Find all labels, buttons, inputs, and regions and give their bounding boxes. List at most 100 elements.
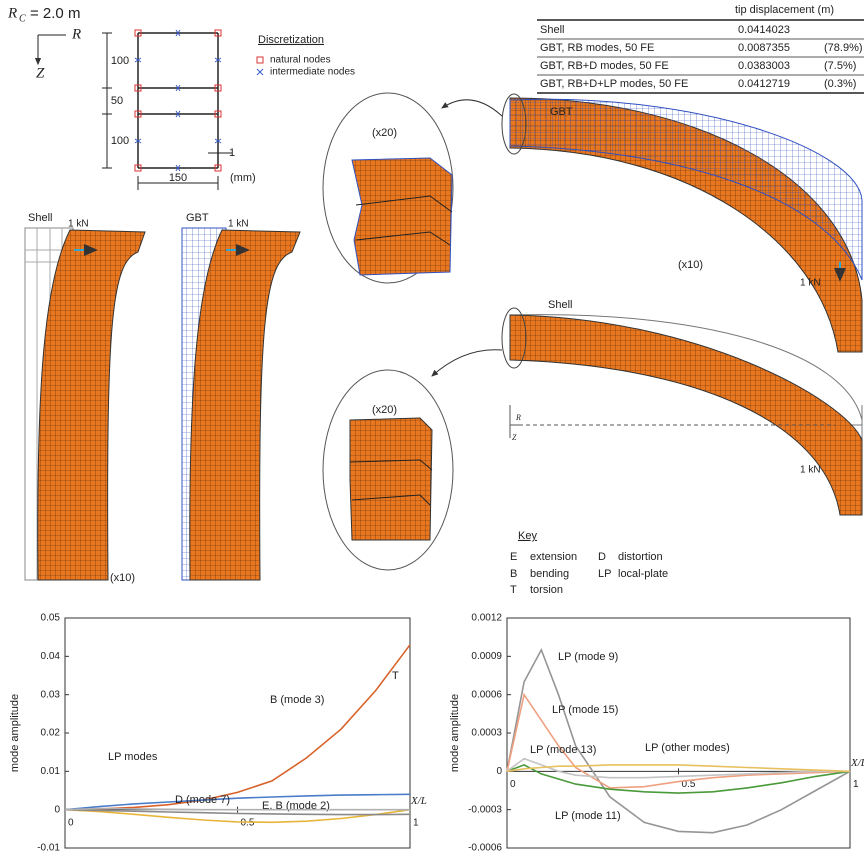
- natural-nodes: [135, 30, 221, 171]
- load-label: 1 kN: [800, 465, 821, 476]
- x-tick-label: 1: [853, 779, 859, 790]
- section-outline: [138, 33, 218, 168]
- line-chart: -0.0100.010.020.030.040.0500.51X/Lmode a…: [9, 613, 427, 854]
- unit: (mm): [230, 172, 256, 184]
- key-title: Key: [518, 530, 537, 542]
- zoom-arrow: [432, 350, 502, 376]
- render-label: Shell: [548, 299, 572, 311]
- key-code: LP: [598, 568, 611, 580]
- key-code: E: [510, 551, 517, 563]
- series-label: LP (other modes): [645, 742, 730, 754]
- legend-item: natural nodes: [270, 55, 331, 66]
- table-cell: 0.0412719: [738, 78, 790, 90]
- dimension: 100: [111, 55, 129, 67]
- x-axis-label: X/L: [410, 795, 427, 807]
- axis-r: R: [71, 26, 81, 42]
- series-label: B (mode 3): [270, 694, 324, 706]
- render-label: GBT: [186, 212, 209, 224]
- series-label: LP (mode 9): [558, 651, 618, 663]
- scale-label: (x10): [110, 572, 135, 584]
- y-tick-label: 0: [54, 804, 60, 815]
- render-label: Shell: [28, 212, 52, 224]
- key-code: D: [598, 551, 606, 563]
- table-cell: GBT, RB modes, 50 FE: [540, 42, 654, 54]
- y-axis-label: mode amplitude: [449, 694, 461, 772]
- dimension: 50: [111, 95, 123, 107]
- renders: Shell 1 kN (x10) GBT 1 kN GBT (x10) 1 kN…: [25, 93, 862, 584]
- radius-subscript: C: [19, 13, 26, 24]
- series-label: T: [392, 670, 399, 682]
- cross-section: R C = 2.0 m R Z 100 50 100 150 1 (mm) Di…: [7, 5, 355, 190]
- series-line: [507, 759, 850, 778]
- legend-item: intermediate nodes: [270, 67, 355, 78]
- table-cell: GBT, RB+D+LP modes, 50 FE: [540, 78, 688, 90]
- dimension: 1: [229, 147, 235, 159]
- zoom-detail: [350, 418, 432, 540]
- table-cell: 0.0414023: [738, 24, 790, 36]
- zoom-label: (x20): [372, 404, 397, 416]
- table-cell: Shell: [540, 24, 564, 36]
- y-tick-label: 0.0012: [471, 613, 502, 624]
- series-label: LP (mode 13): [530, 744, 596, 756]
- legend-title: Discretization: [258, 34, 324, 46]
- shell-arc: [510, 315, 862, 515]
- axis-r: R: [515, 413, 521, 422]
- axis-z: Z: [512, 433, 517, 442]
- series-label: LP (mode 15): [552, 704, 618, 716]
- y-axis-label: mode amplitude: [9, 694, 21, 772]
- page: R C = 2.0 m R Z 100 50 100 150 1 (mm) Di…: [0, 0, 864, 856]
- radius-symbol: R: [7, 5, 17, 21]
- table-cell: 0.0087355: [738, 42, 790, 54]
- y-tick-label: 0.04: [41, 651, 61, 662]
- key-meaning: extension: [530, 551, 577, 563]
- key-meaning: local-plate: [618, 568, 668, 580]
- y-tick-label: 0.0006: [471, 689, 502, 700]
- y-tick-label: 0.01: [41, 766, 61, 777]
- y-tick-label: 0.0009: [471, 651, 502, 662]
- x-axis-label: X/L: [850, 757, 864, 769]
- load-label: 1 kN: [800, 278, 821, 289]
- x-tick-label: 0: [68, 817, 74, 828]
- scale-label: (x10): [678, 259, 703, 271]
- series-line: [65, 645, 410, 810]
- y-tick-label: 0: [496, 766, 502, 777]
- y-tick-label: 0.02: [41, 728, 61, 739]
- shell-beam: [38, 230, 145, 580]
- zoom-arrow: [442, 100, 502, 116]
- legend-intermediate-marker: [257, 69, 263, 75]
- line-chart: -0.0006 -0.0003 0 0.0003 0.0006 0.0009 0.0012 0…: [449, 613, 864, 854]
- y-tick-label: -0.0003: [468, 804, 502, 815]
- key-code: T: [510, 584, 517, 596]
- key-code: B: [510, 568, 517, 580]
- y-tick-label: -0.01: [37, 843, 60, 854]
- table-cell: 0.0383003: [738, 60, 790, 72]
- series-label: LP modes: [108, 751, 158, 763]
- key-meaning: distortion: [618, 551, 663, 563]
- legend-natural-marker: [257, 57, 263, 63]
- series-label: LP (mode 11): [555, 810, 621, 822]
- dimension: 100: [111, 135, 129, 147]
- radius-value: = 2.0 m: [30, 5, 80, 22]
- dimension: 150: [169, 172, 187, 184]
- results-table: tip displacement (m) Shell0.0414023GBT, …: [537, 4, 864, 93]
- figure: R C = 2.0 m R Z 100 50 100 150 1 (mm) Di…: [0, 0, 864, 856]
- load-label: 1 kN: [68, 219, 89, 230]
- y-tick-label: 0.05: [41, 613, 61, 624]
- axes-arrow: [38, 35, 66, 64]
- axis-z: Z: [36, 65, 45, 81]
- gbt-beam: [190, 230, 300, 580]
- table-cell: (78.9%): [824, 42, 863, 54]
- series-label: D (mode 7): [175, 794, 230, 806]
- load-label: 1 kN: [228, 219, 249, 230]
- table-cell: (7.5%): [824, 60, 856, 72]
- x-tick-label: 0: [510, 779, 516, 790]
- render-label: GBT: [550, 106, 573, 118]
- x-tick-label: 1: [413, 817, 419, 828]
- y-tick-label: -0.0006: [468, 843, 502, 854]
- key-meaning: bending: [530, 568, 569, 580]
- table-cell: (0.3%): [824, 78, 856, 90]
- y-tick-label: 0.03: [41, 689, 61, 700]
- intermediate-nodes: [135, 30, 221, 171]
- y-tick-label: 0.0003: [471, 728, 502, 739]
